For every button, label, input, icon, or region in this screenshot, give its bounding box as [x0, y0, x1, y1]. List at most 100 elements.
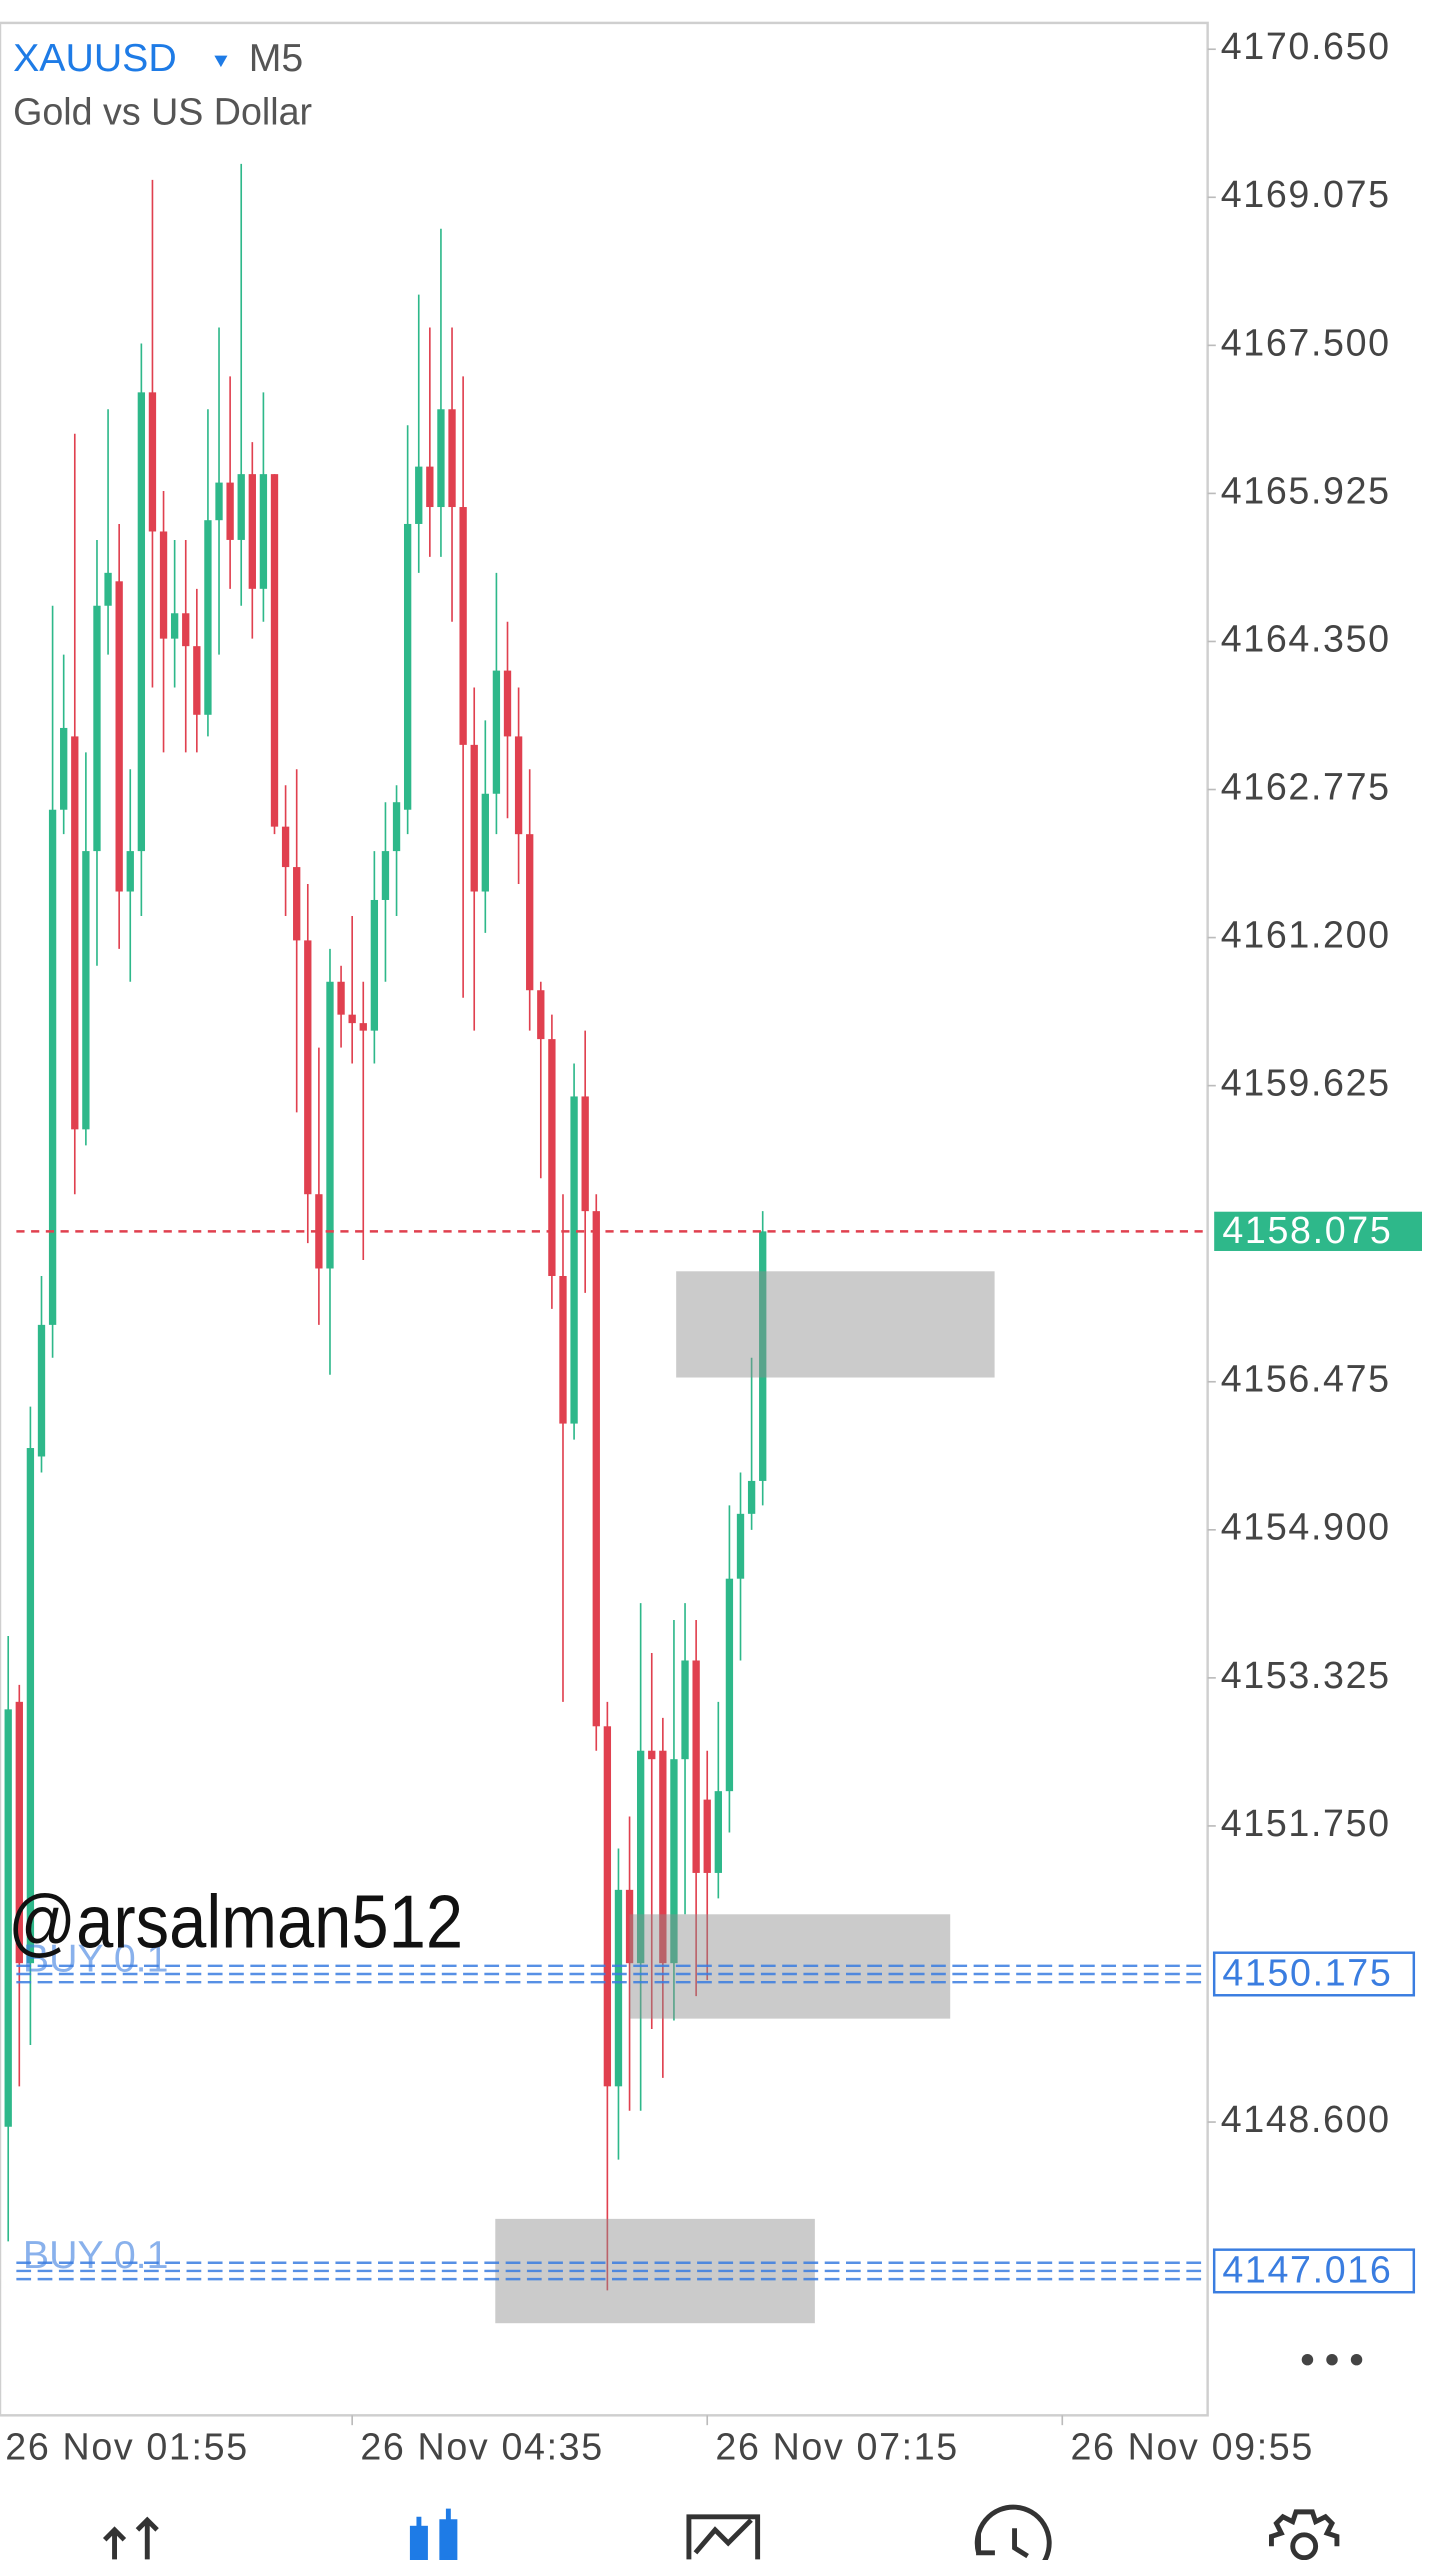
y-tick-label: 4159.625	[1221, 1062, 1391, 1104]
candle-body	[115, 581, 123, 892]
x-tick-label: 26 Nov 04:35	[360, 2426, 603, 2468]
y-tick-label: 4148.600	[1221, 2098, 1391, 2140]
candle-body	[481, 793, 489, 892]
more-menu[interactable]	[1301, 2353, 1363, 2366]
analytics-icon[interactable]	[686, 2514, 761, 2560]
candle-body	[548, 1039, 556, 1276]
candle-body	[670, 1759, 678, 1964]
candle-body	[648, 1750, 656, 1760]
overlays: 4158.075 BUY 0.1 4150.175 BUY 0.1 4147.016	[16, 1209, 1422, 2324]
candle-body	[459, 507, 467, 745]
y-tick-label: 4167.500	[1221, 321, 1391, 363]
candle-body	[215, 482, 223, 521]
y-tick-label: 4170.650	[1221, 25, 1391, 67]
candle-body	[348, 1014, 356, 1024]
order-price-box	[1212, 2248, 1416, 2294]
candle-body	[37, 1324, 46, 1457]
candle-body	[248, 474, 256, 589]
candle-body	[747, 1480, 756, 1514]
candle-body	[392, 802, 401, 852]
candle-body	[492, 670, 501, 794]
candle-body	[526, 834, 534, 991]
candle-body	[259, 474, 268, 589]
trade-icon[interactable]	[102, 2516, 159, 2560]
y-tick-label: 4154.900	[1221, 1506, 1391, 1548]
candle-body	[26, 1448, 35, 1964]
candle-body	[293, 867, 301, 941]
y-tick-label: 4162.775	[1221, 765, 1391, 807]
current-price-label: 4158.075	[1222, 1209, 1392, 1251]
candle-body	[148, 392, 157, 532]
description: Gold vs US Dollar	[13, 90, 312, 132]
symbol-dropdown[interactable]	[214, 55, 228, 68]
zone	[676, 1271, 995, 1378]
candle-body	[60, 727, 68, 810]
candle-body	[448, 409, 456, 508]
order-label: BUY 0.1	[23, 1936, 169, 1980]
candle-body	[93, 605, 101, 852]
candle-body	[170, 613, 179, 639]
candle-body	[237, 474, 245, 540]
candle-body	[326, 981, 334, 1269]
candle-body	[426, 466, 434, 508]
candles	[4, 163, 767, 2291]
candle-body	[415, 466, 423, 524]
candle-body	[592, 1211, 600, 1727]
settings-icon-core[interactable]	[1290, 2532, 1319, 2560]
candle-body	[281, 826, 290, 868]
order-price-box	[1212, 1951, 1416, 1997]
candle-body	[514, 736, 523, 835]
order-price-label: 4150.175	[1222, 1952, 1392, 1994]
candle-body	[559, 1275, 567, 1424]
y-tick-label: 4156.475	[1221, 1358, 1391, 1400]
plot-frame	[0, 21, 1209, 2417]
y-tick-label: 4153.325	[1221, 1654, 1391, 1696]
candle-body	[270, 474, 279, 827]
candle-body	[736, 1513, 745, 1579]
candle-body	[15, 1701, 23, 1964]
candle-body	[304, 940, 312, 1195]
candle-body	[725, 1578, 734, 1792]
candle-body	[381, 851, 390, 900]
candle-body	[204, 520, 212, 715]
candle-body	[182, 613, 190, 647]
x-tick-label: 26 Nov 07:15	[715, 2426, 958, 2468]
candle-body	[226, 482, 234, 540]
candle-body	[603, 1726, 612, 2087]
candle-body	[625, 1889, 634, 1964]
x-tick-label: 26 Nov 09:55	[1070, 2426, 1313, 2468]
symbol[interactable]: XAUUSD	[13, 36, 177, 80]
chart-tab-icon[interactable]	[409, 2508, 458, 2560]
x-tick-label: 26 Nov 01:55	[5, 2426, 248, 2468]
candle-body	[503, 670, 512, 737]
order-price-label: 4147.016	[1222, 2249, 1392, 2291]
candle-body	[71, 736, 79, 1130]
candle-body	[193, 646, 201, 715]
order-label: BUY 0.1	[23, 2233, 169, 2277]
candle-body	[48, 809, 57, 1325]
watermark: @arsalman512	[8, 1880, 463, 1964]
candle-body	[614, 1889, 623, 2087]
y-tick-label: 4169.075	[1221, 173, 1391, 215]
timeframe[interactable]: M5	[249, 36, 304, 80]
candle-body	[759, 1231, 767, 1481]
candle-body	[581, 1096, 589, 1212]
candle-body	[537, 990, 545, 1040]
toolbar	[102, 2504, 1340, 2560]
candle-body	[714, 1791, 722, 1873]
candle-body	[570, 1096, 578, 1424]
candle-body	[337, 981, 345, 1015]
candle-body	[82, 851, 90, 1130]
y-tick-label: 4165.925	[1221, 469, 1391, 511]
candle-body	[159, 531, 168, 639]
settings-icon[interactable]	[1269, 2509, 1340, 2547]
candle-body	[403, 523, 412, 810]
candle-body	[359, 1023, 367, 1031]
candle-body	[137, 392, 146, 852]
history-icon[interactable]	[974, 2504, 1052, 2560]
candle-body	[4, 1709, 12, 2127]
candle-body	[703, 1799, 711, 1873]
y-tick-label: 4151.750	[1221, 1802, 1391, 1844]
